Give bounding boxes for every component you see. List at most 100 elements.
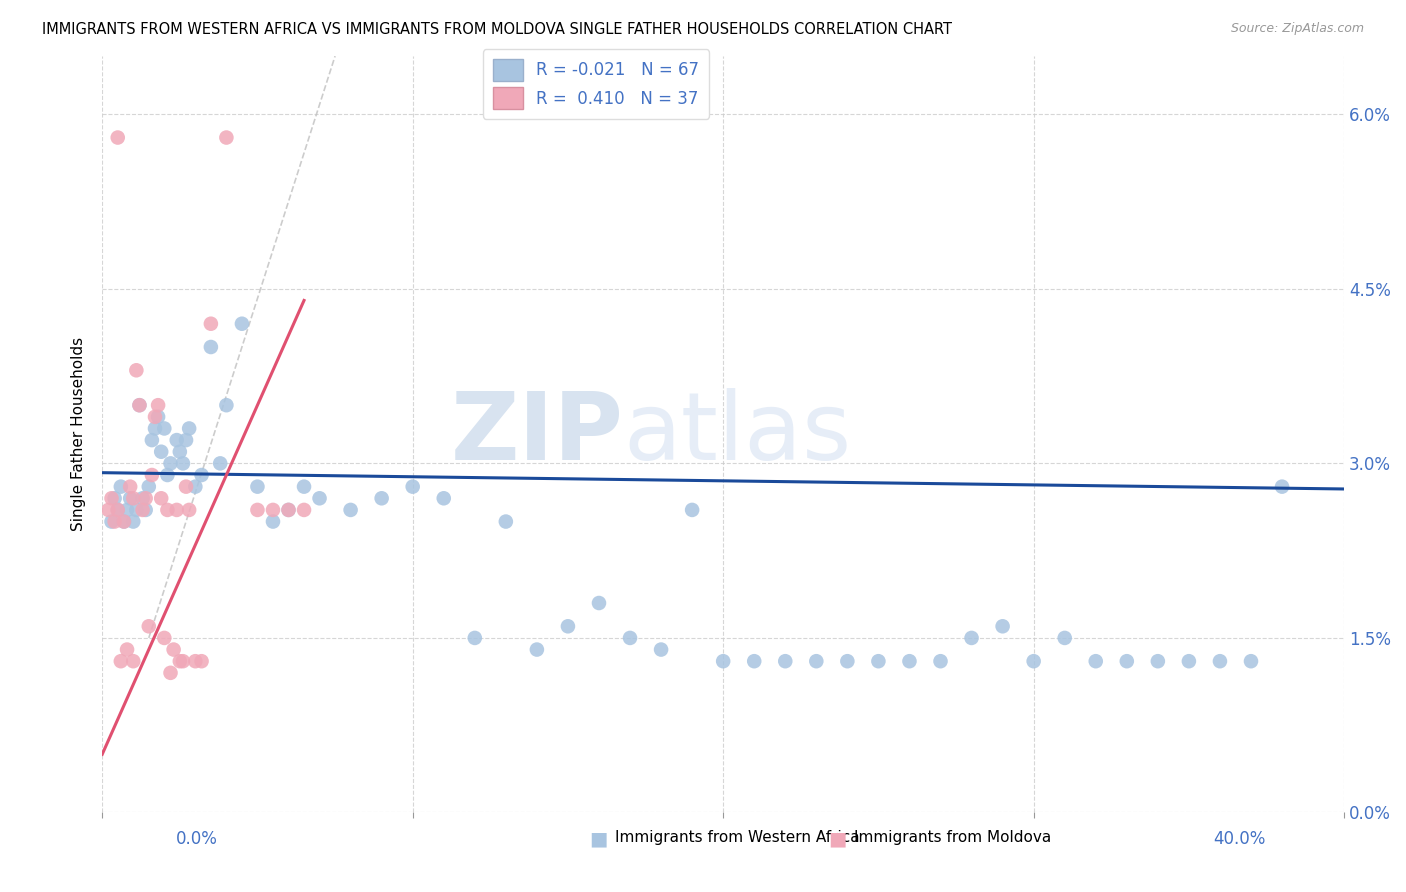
Point [184, 654, 207, 668]
Point [100, 515, 122, 529]
Point [231, 317, 253, 331]
Point [184, 480, 207, 494]
Point [104, 491, 127, 506]
Point [159, 456, 181, 470]
Point [135, 503, 157, 517]
Point [277, 503, 299, 517]
Point [143, 421, 166, 435]
Point [495, 515, 517, 529]
Point [141, 468, 163, 483]
Point [120, 491, 142, 506]
Point [215, 130, 238, 145]
Point [1209, 654, 1232, 668]
Point [200, 317, 222, 331]
Point [156, 468, 179, 483]
Point [104, 515, 127, 529]
Text: ZIP: ZIP [451, 388, 624, 480]
Point [711, 654, 734, 668]
Point [146, 409, 169, 424]
Point [122, 515, 145, 529]
Point [156, 503, 179, 517]
Point [128, 398, 150, 412]
Point [619, 631, 641, 645]
Point [433, 491, 456, 506]
Point [146, 398, 169, 412]
Text: Source: ZipAtlas.com: Source: ZipAtlas.com [1230, 22, 1364, 36]
Point [125, 363, 148, 377]
Point [1240, 654, 1263, 668]
Point [775, 654, 797, 668]
Point [262, 515, 284, 529]
Point [262, 503, 284, 517]
Point [200, 340, 222, 354]
Point [929, 654, 952, 668]
Point [209, 456, 232, 470]
Point [172, 654, 194, 668]
Text: 40.0%: 40.0% [1213, 830, 1265, 847]
Point [1084, 654, 1107, 668]
Point [112, 515, 135, 529]
Point [308, 491, 330, 506]
Point [557, 619, 579, 633]
Point [370, 491, 392, 506]
Point [402, 480, 425, 494]
Point [131, 491, 153, 506]
Point [159, 665, 181, 680]
Point [107, 503, 129, 517]
Point [125, 503, 148, 517]
Point [143, 409, 166, 424]
Point [179, 421, 201, 435]
Point [107, 130, 129, 145]
Point [107, 503, 129, 517]
Point [122, 654, 145, 668]
Point [650, 642, 672, 657]
Point [190, 654, 212, 668]
Point [166, 433, 188, 447]
Point [1022, 654, 1045, 668]
Text: IMMIGRANTS FROM WESTERN AFRICA VS IMMIGRANTS FROM MOLDOVA SINGLE FATHER HOUSEHOL: IMMIGRANTS FROM WESTERN AFRICA VS IMMIGR… [42, 22, 952, 37]
Point [128, 398, 150, 412]
Point [742, 654, 765, 668]
Point [190, 468, 212, 483]
Point [110, 480, 132, 494]
Point [122, 491, 145, 506]
Point [292, 480, 315, 494]
Point [246, 503, 269, 517]
Point [246, 480, 269, 494]
Text: ■: ■ [589, 830, 607, 848]
Y-axis label: Single Father Households: Single Father Households [72, 337, 86, 532]
Point [588, 596, 610, 610]
Point [131, 503, 153, 517]
Point [339, 503, 361, 517]
Point [991, 619, 1014, 633]
Point [1147, 654, 1170, 668]
Text: atlas: atlas [624, 388, 852, 480]
Point [1053, 631, 1076, 645]
Point [215, 398, 238, 412]
Point [174, 433, 197, 447]
Point [162, 642, 184, 657]
Point [1115, 654, 1137, 668]
Point [153, 631, 176, 645]
Point [277, 503, 299, 517]
Point [153, 421, 176, 435]
Text: ■: ■ [828, 830, 846, 848]
Point [1271, 480, 1294, 494]
Point [97, 503, 120, 517]
Point [179, 503, 201, 517]
Point [100, 491, 122, 506]
Point [526, 642, 548, 657]
Point [115, 503, 138, 517]
Text: Immigrants from Moldova: Immigrants from Moldova [853, 830, 1052, 845]
Point [110, 654, 132, 668]
Point [960, 631, 983, 645]
Point [166, 503, 188, 517]
Point [169, 444, 191, 458]
Point [150, 491, 173, 506]
Text: Immigrants from Western Africa: Immigrants from Western Africa [614, 830, 859, 845]
Point [112, 515, 135, 529]
Point [138, 480, 160, 494]
Point [169, 654, 191, 668]
Point [681, 503, 703, 517]
Point [1178, 654, 1201, 668]
